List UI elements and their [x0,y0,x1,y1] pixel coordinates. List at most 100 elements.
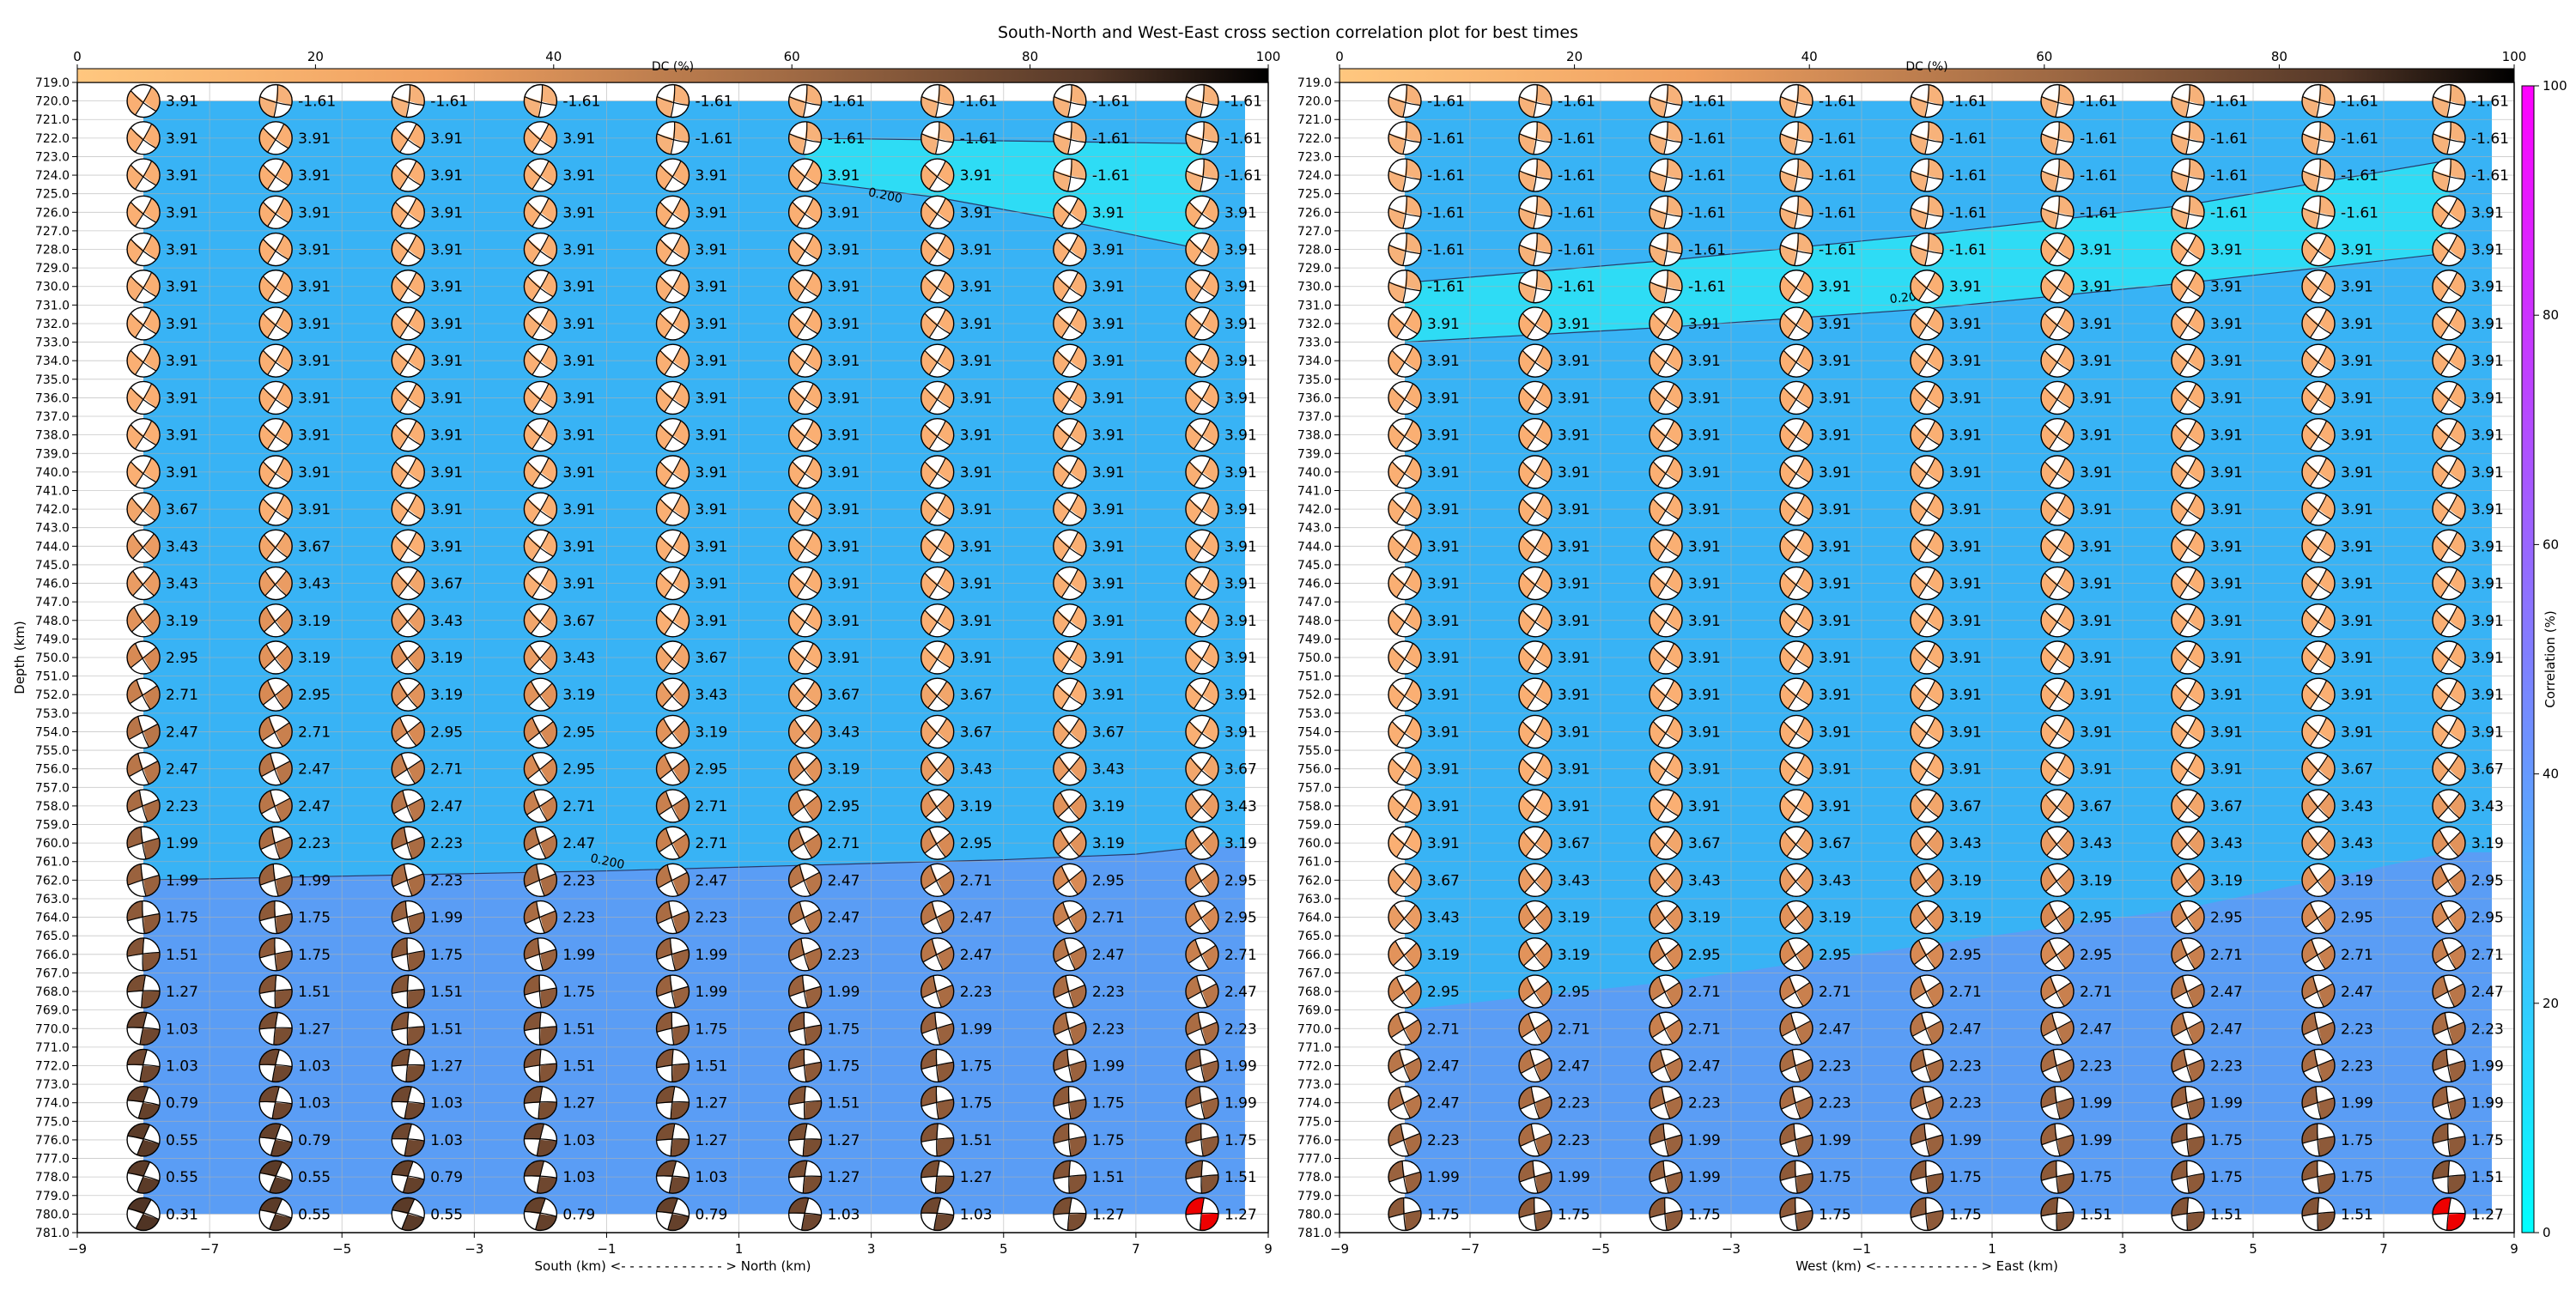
beachball-outline [920,789,955,823]
beachball-outline [258,751,293,786]
beachball-nodal-plane [527,349,554,372]
beachball-nodal-plane [393,797,423,815]
beachball [1388,603,1422,638]
beachball-compressional-quadrant [276,609,293,634]
beachball-outline [1053,863,1087,898]
value-label: 2.23 [298,835,331,852]
value-label: 3.91 [960,464,993,482]
value-label: 1.03 [298,1058,331,1075]
beachball-compressional-quadrant [143,685,161,710]
value-label: 1.51 [562,1021,595,1038]
value-label: 3.91 [2210,390,2243,407]
value-label: 3.91 [960,501,993,518]
beachball [655,492,690,526]
y-tick-label: 766.0 [35,949,70,962]
value-label: 2.47 [1558,1058,1590,1075]
beachball-nodal-plane [532,717,550,747]
beachball [1910,863,1944,898]
beachball [1649,789,1683,823]
beachball-compressional-quadrant [1069,159,1086,180]
beachball-nodal-plane [1060,458,1078,487]
value-label: 3.91 [1819,353,1851,370]
dc-colorbar-tick-label: 0 [1335,49,1344,64]
beachball [2171,1048,2205,1083]
beachball [2171,714,2205,749]
value-label: 3.91 [696,167,728,185]
value-label: 2.95 [960,835,993,852]
beachball-nodal-plane [1188,424,1215,446]
beachball [1388,380,1422,415]
beachball [920,937,955,972]
value-label: 3.19 [1949,910,1982,927]
value-label: 3.91 [1224,279,1257,296]
beachball-outline [1053,343,1087,378]
beachball-compressional-quadrant [276,494,293,520]
value-label: 3.91 [1558,724,1590,741]
beachball-compressional-quadrant [127,313,144,338]
beachball-nodal-plane [270,753,282,785]
beachball-compressional-quadrant [127,864,144,886]
beachball-nodal-plane [265,532,286,561]
beachball-nodal-plane [1188,869,1216,891]
y-tick-label: 739.0 [1297,447,1332,461]
beachball-compressional-quadrant [805,606,822,631]
beachball [2040,455,2075,489]
beachball [1649,417,1683,452]
beachball [1649,677,1683,712]
beachball-nodal-plane [670,121,676,155]
y-tick-label: 746.0 [1297,578,1332,591]
value-label: 2.95 [2341,910,2373,927]
beachball-nodal-plane [1056,683,1083,706]
value-label: 0.79 [166,1095,198,1112]
beachball [126,1011,161,1046]
beachball-nodal-plane [140,864,147,897]
beachball [2040,232,2075,267]
beachball [655,826,690,860]
beachball-compressional-quadrant [1185,684,1202,709]
beachball-nodal-plane [525,949,556,961]
beachball [2301,1197,2336,1232]
beachball-compressional-quadrant [805,643,822,668]
beachball-compressional-quadrant [805,531,822,557]
beachball-nodal-plane [1056,573,1083,595]
beachball [655,603,690,638]
value-label: 3.91 [1558,538,1590,555]
dc-colorbar-label: DC (%) [652,60,694,74]
value-label: 3.91 [2210,427,2243,445]
beachball-nodal-plane [398,569,418,597]
beachball-compressional-quadrant [259,461,276,487]
beachball-compressional-quadrant [408,458,425,482]
beachball-nodal-plane [268,717,283,748]
beachball-compressional-quadrant [1185,461,1202,487]
beachball-nodal-plane [670,84,676,118]
value-label: 3.43 [166,538,198,555]
value-label: 3.91 [2210,613,2243,630]
beachball-nodal-plane [664,383,682,413]
beachball-nodal-plane [1189,831,1215,855]
beachball-compressional-quadrant [1053,684,1070,709]
beachball [2432,751,2466,786]
beachball-compressional-quadrant [524,975,541,996]
beachball [2432,83,2466,118]
beachball-nodal-plane [1188,387,1215,409]
value-label: 2.47 [562,835,595,852]
beachball [523,566,558,601]
beachball [1518,1123,1552,1157]
beachball-nodal-plane [792,461,818,483]
beachball-nodal-plane [927,718,948,746]
beachball [1910,195,1944,229]
value-label: 3.91 [1427,501,1460,518]
beachball-nodal-plane [402,790,415,822]
beachball [2301,714,2336,749]
value-label: 3.91 [166,167,198,185]
beachball-nodal-plane [799,901,811,933]
beachball-nodal-plane [928,197,946,227]
beachball-nodal-plane [130,312,157,335]
beachball [523,270,558,304]
beachball-compressional-quadrant [127,202,144,227]
beachball-nodal-plane [395,387,422,409]
y-tick-label: 735.0 [1297,373,1332,387]
value-label: 1.51 [430,1021,463,1038]
beachball [1649,121,1683,155]
